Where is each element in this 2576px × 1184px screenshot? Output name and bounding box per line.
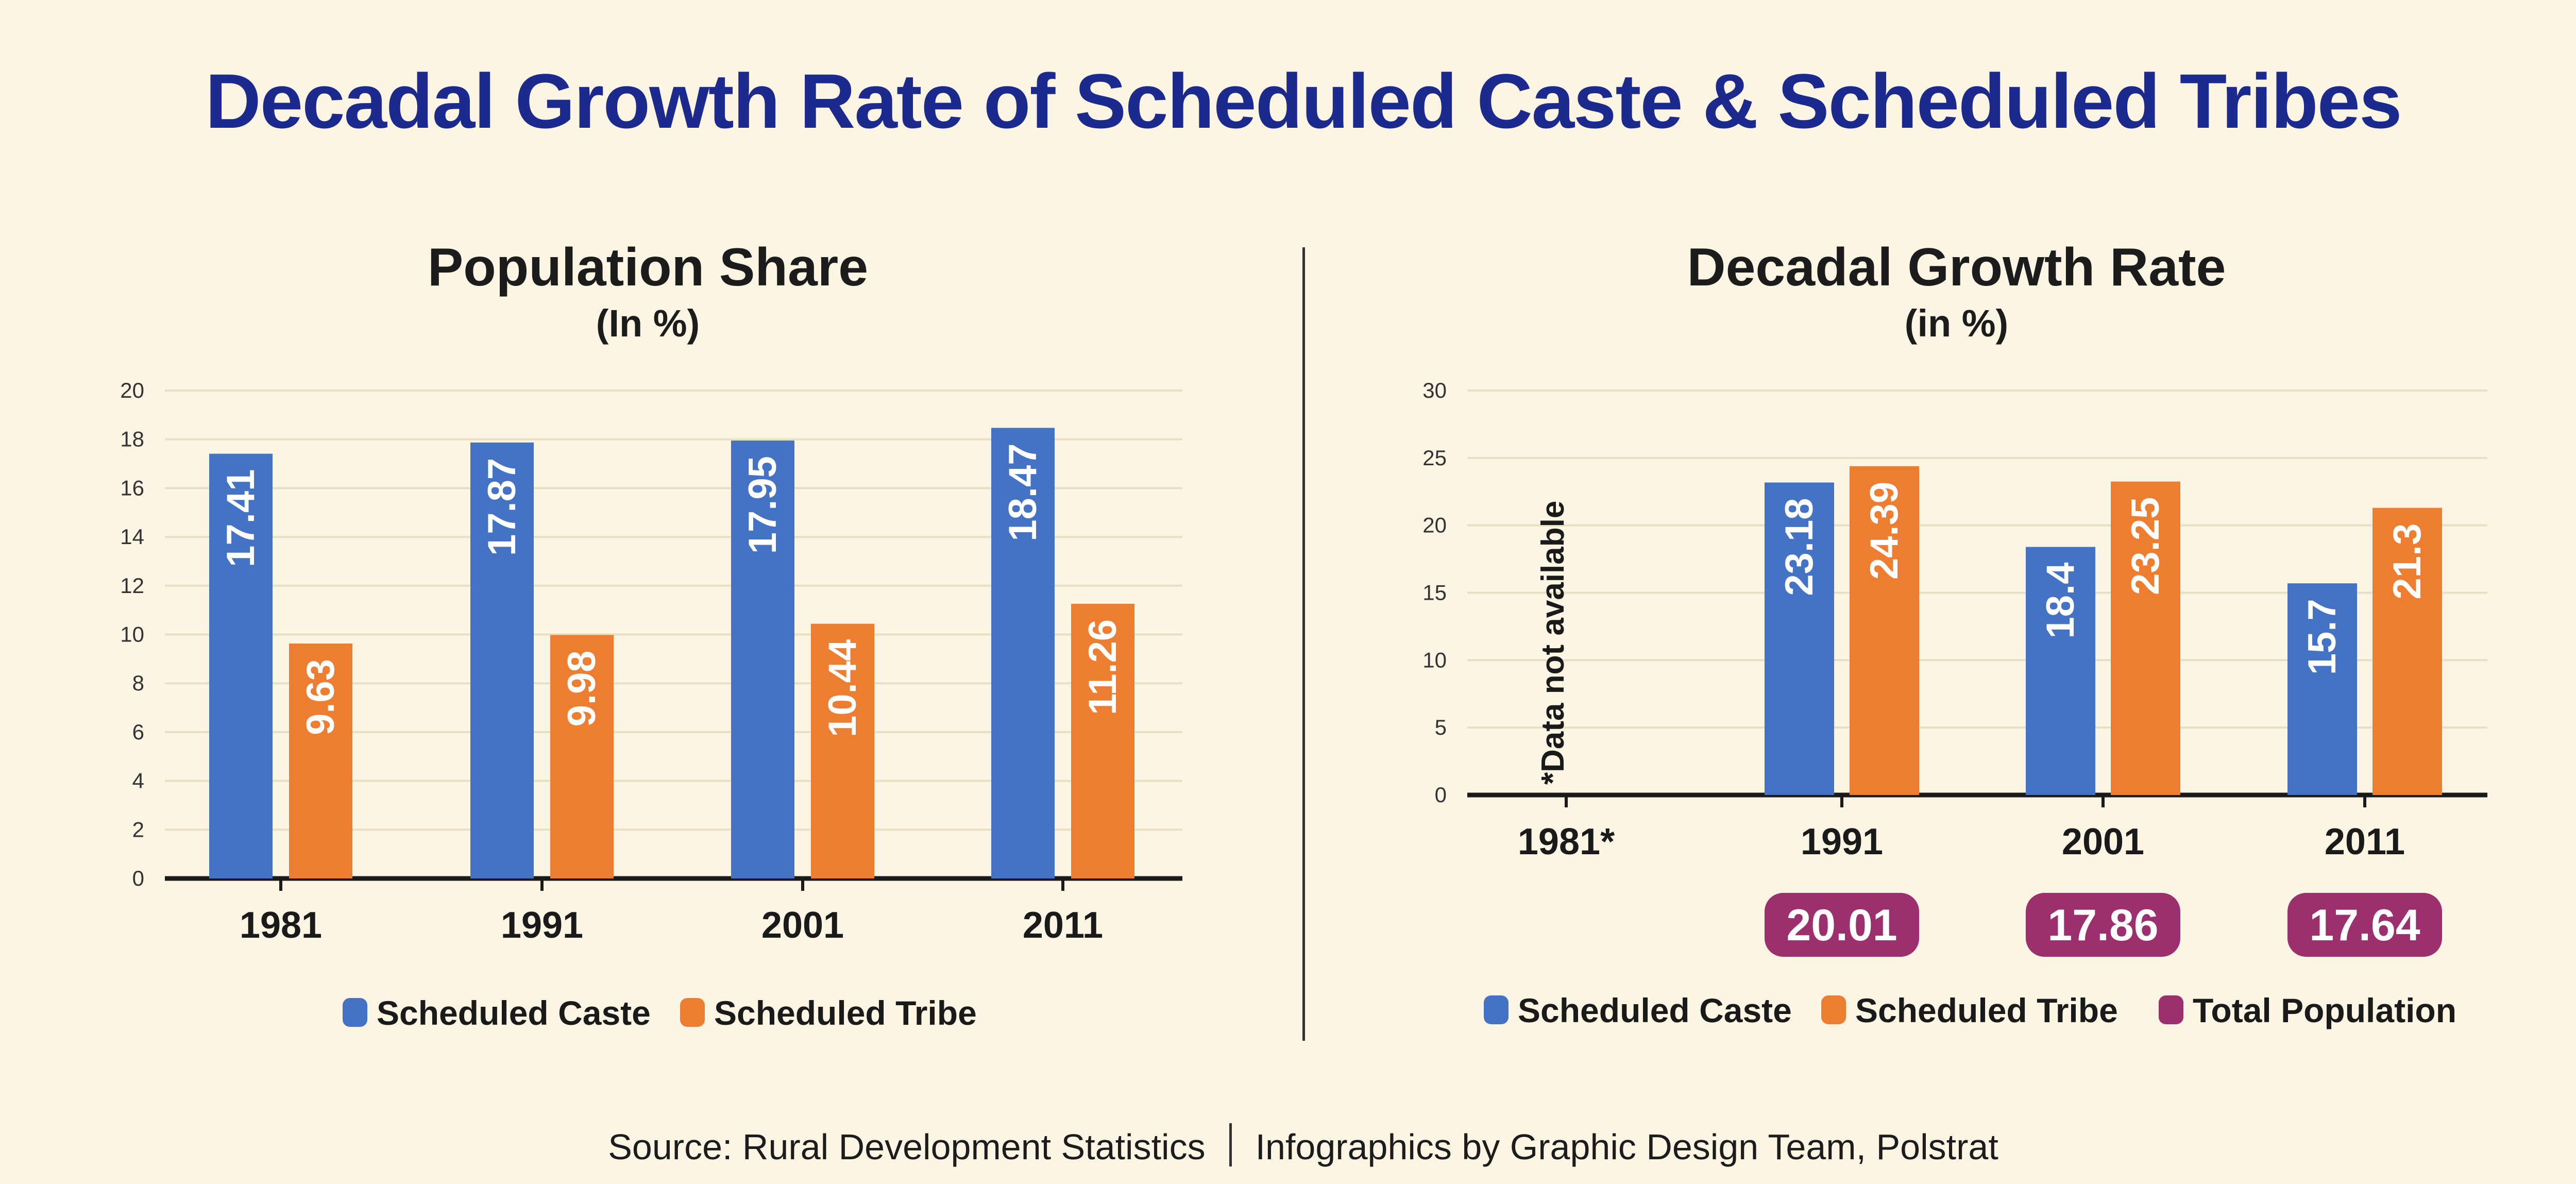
- legend-label: Scheduled Tribe: [714, 994, 977, 1032]
- bar-value-label: 24.39: [1862, 482, 1906, 580]
- left-chart-title: Population Share: [427, 238, 869, 297]
- y-tick-label: 25: [1422, 446, 1447, 470]
- sc-bar-2001: [731, 441, 794, 878]
- sc-bar-2001: [2026, 547, 2095, 795]
- footer-separator: [1229, 1123, 1232, 1166]
- total-population-value: 17.86: [2047, 901, 2158, 950]
- y-tick-label: 30: [1422, 378, 1447, 402]
- st-bar-1991: [1850, 466, 1919, 795]
- st-bar-2011: [2372, 508, 2442, 795]
- legend-label: Scheduled Caste: [1518, 991, 1792, 1029]
- sc-bar-2011: [2287, 583, 2357, 795]
- bar-value-label: 23.18: [1777, 498, 1821, 596]
- footer-credit: Infographics by Graphic Design Team, Pol…: [1255, 1127, 1998, 1167]
- st-bar-2001: [811, 623, 874, 878]
- x-tick-label: 2011: [1023, 905, 1103, 946]
- st-bar-1981: [289, 644, 352, 878]
- bar-value-label: 9.63: [299, 659, 343, 735]
- legend-swatch: [1484, 995, 1509, 1024]
- y-tick-label: 8: [132, 671, 144, 695]
- bar-value-label: 10.44: [821, 639, 865, 737]
- legend-label: Total Population: [2193, 991, 2456, 1029]
- legend-swatch: [680, 998, 705, 1027]
- bar-value-label: 23.25: [2124, 497, 2167, 595]
- bar-value-label: 17.41: [219, 469, 263, 567]
- st-bar-2001: [2111, 481, 2180, 795]
- total-population-value: 20.01: [1786, 901, 1897, 950]
- x-tick-label: 1981: [240, 905, 322, 946]
- y-tick-label: 4: [132, 769, 144, 793]
- sc-bar-1981: [209, 453, 273, 878]
- y-tick-label: 2: [132, 817, 144, 841]
- legend-swatch: [343, 998, 367, 1027]
- legend-swatch: [1821, 995, 1846, 1024]
- x-tick-label: 2001: [2062, 821, 2144, 862]
- sc-bar-1991: [1765, 482, 1834, 795]
- bar-value-label: 18.4: [2039, 563, 2082, 639]
- x-tick-label: 1991: [1801, 821, 1883, 862]
- y-tick-label: 12: [120, 573, 144, 598]
- y-tick-label: 15: [1422, 581, 1447, 605]
- bar-value-label: 9.98: [560, 650, 604, 726]
- legend-label: Scheduled Caste: [377, 994, 651, 1032]
- x-tick-label: 2011: [2325, 821, 2405, 862]
- data-not-available-note: *Data not available: [1535, 501, 1571, 785]
- panel-divider: [1302, 247, 1305, 1041]
- footer-source: Source: Rural Development Statistics: [608, 1127, 1206, 1167]
- total-population-value: 17.64: [2309, 901, 2420, 950]
- bar-value-label: 11.26: [1081, 619, 1125, 715]
- bar-value-label: 15.7: [2300, 599, 2344, 675]
- y-tick-label: 6: [132, 720, 144, 744]
- y-tick-label: 5: [1435, 715, 1447, 739]
- bar-value-label: 21.3: [2385, 523, 2429, 600]
- y-tick-label: 0: [1435, 783, 1447, 807]
- sc-bar-2011: [991, 428, 1055, 878]
- x-tick-label: 1981*: [1518, 821, 1615, 862]
- right-chart-subtitle: (in %): [1904, 302, 2009, 345]
- x-tick-label: 2001: [761, 905, 844, 946]
- y-tick-label: 10: [120, 622, 144, 647]
- bar-value-label: 17.95: [741, 456, 785, 554]
- bar-value-label: 18.47: [1001, 443, 1045, 541]
- st-bar-2011: [1071, 603, 1134, 878]
- right-chart-title: Decadal Growth Rate: [1687, 238, 2226, 297]
- y-tick-label: 16: [120, 476, 144, 500]
- left-chart-subtitle: (In %): [596, 302, 700, 345]
- legend-label: Scheduled Tribe: [1855, 991, 2118, 1029]
- y-tick-label: 18: [120, 427, 144, 451]
- y-tick-label: 20: [120, 378, 144, 402]
- bar-value-label: 17.87: [480, 458, 524, 556]
- y-tick-label: 14: [120, 525, 144, 549]
- y-tick-label: 10: [1422, 648, 1447, 672]
- x-tick-label: 1991: [501, 905, 583, 946]
- y-tick-label: 0: [132, 866, 144, 890]
- total-population-badge: [1765, 893, 1919, 957]
- st-bar-1991: [550, 635, 614, 878]
- total-population-badge: [2287, 893, 2442, 957]
- total-population-badge: [2026, 893, 2180, 957]
- main-title: Decadal Growth Rate of Scheduled Caste &…: [205, 58, 2402, 144]
- sc-bar-1991: [470, 442, 534, 878]
- y-tick-label: 20: [1422, 513, 1447, 537]
- footer: Source: Rural Development Statistics Info…: [0, 1123, 2576, 1168]
- legend-swatch: [2159, 995, 2183, 1024]
